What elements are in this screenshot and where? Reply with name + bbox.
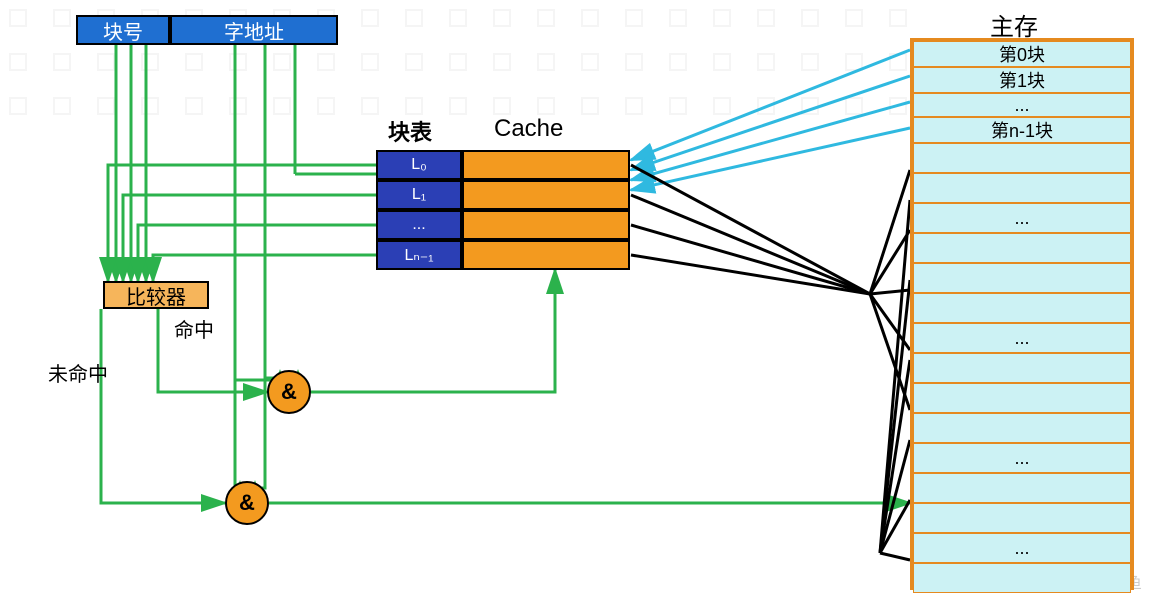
cache-row — [462, 150, 630, 180]
cache-row — [462, 210, 630, 240]
memory-title: 主存 — [990, 7, 1038, 42]
memory-row — [913, 383, 1131, 413]
memory-row — [913, 503, 1131, 533]
memory-row: ... — [913, 93, 1131, 117]
comparator: 比较器 — [103, 281, 209, 309]
memory-row — [913, 413, 1131, 443]
memory-row — [913, 173, 1131, 203]
memory-row: 第0块 — [913, 41, 1131, 67]
tag-row: L₀ — [376, 150, 462, 180]
memory-row — [913, 233, 1131, 263]
memory-row: ... — [913, 443, 1131, 473]
tag-row: L₁ — [376, 180, 462, 210]
memory-row: 第1块 — [913, 67, 1131, 93]
cache-row — [462, 180, 630, 210]
address-block_no: 块号 — [76, 15, 170, 45]
cache-row — [462, 240, 630, 270]
memory-row: ... — [913, 203, 1131, 233]
address-word_addr: 字地址 — [170, 15, 338, 45]
memory-row: ... — [913, 323, 1131, 353]
tag-row: Lₙ₋₁ — [376, 240, 462, 270]
tag-row: ... — [376, 210, 462, 240]
memory-row — [913, 143, 1131, 173]
block-table-title: 块表 — [388, 115, 432, 147]
memory-row — [913, 473, 1131, 503]
memory-row — [913, 353, 1131, 383]
memory-row — [913, 263, 1131, 293]
miss-label: 未命中 — [48, 358, 108, 387]
memory-row — [913, 293, 1131, 323]
and-bottom: & — [225, 481, 269, 525]
and-top: & — [267, 370, 311, 414]
cache-title: Cache — [494, 115, 563, 143]
hit-label: 命中 — [174, 314, 214, 343]
memory-row: 第n-1块 — [913, 117, 1131, 143]
memory-row: ... — [913, 533, 1131, 563]
memory-row — [913, 563, 1131, 593]
